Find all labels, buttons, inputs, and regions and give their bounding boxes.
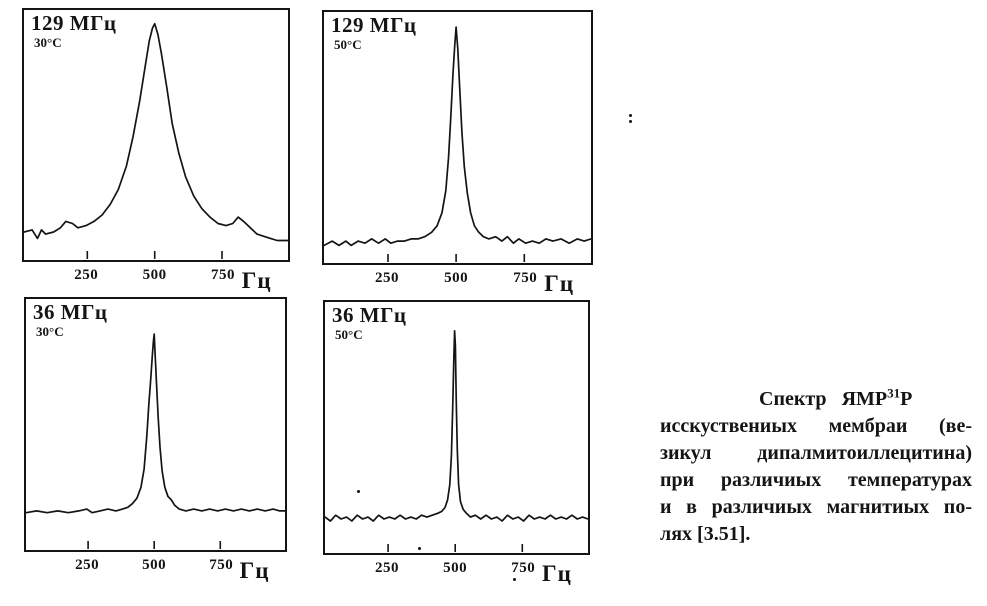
spectrum-panel-36mhz-50c: 36 МГц 50°C — [323, 300, 590, 555]
x-axis-36mhz-30c: 250 500 750 Гц — [24, 554, 287, 584]
scan-speck — [629, 114, 632, 117]
caption-line-5: и в различиых магнитиых по- — [660, 496, 972, 518]
nmr-trace-line — [26, 333, 285, 514]
x-axis-unit-label: Гц — [239, 558, 270, 583]
nmr-spectrum-trace — [325, 330, 588, 552]
temperature-label: 30°C — [34, 35, 62, 50]
panel-labels: 36 МГц 50°C — [332, 303, 407, 343]
caption-superscript-31: 31 — [887, 385, 901, 401]
caption-word-p: Р — [900, 388, 913, 410]
x-axis-unit-label: Гц — [241, 268, 272, 293]
scan-speck — [418, 547, 421, 550]
x-axis-129mhz-30c: 250 500 750 Гц — [22, 264, 290, 294]
caption-line-3: зикул дипалмитоиллецитина) — [660, 442, 972, 464]
nmr-spectrum-trace — [324, 26, 591, 262]
nmr-spectrum-trace — [26, 333, 285, 549]
caption-word-yamr: ЯМР — [841, 388, 888, 410]
x-tick-label: 500 — [142, 557, 167, 573]
x-tick-label: 750 — [511, 560, 536, 576]
x-tick-label: 750 — [209, 557, 234, 573]
x-tick-label: 250 — [374, 270, 399, 286]
x-axis-unit-label: Гц — [541, 561, 572, 586]
figure-caption: Спектр ЯМР31Р исскуствениых мембраи (ве- … — [660, 386, 972, 548]
frequency-label: 129 МГц — [31, 11, 117, 35]
nmr-trace-line — [325, 330, 588, 522]
x-tick-label: 750 — [211, 267, 235, 283]
x-tick-label: 500 — [443, 560, 468, 576]
nmr-spectrum-trace — [24, 22, 288, 259]
temperature-label: 50°C — [335, 327, 363, 342]
x-tick-label: 500 — [142, 267, 167, 283]
temperature-label: 50°C — [334, 37, 362, 52]
spectrum-panel-129mhz-30c: 129 МГц 30°C — [22, 8, 290, 262]
caption-word-spektr: Спектр — [759, 388, 827, 410]
nmr-trace-line — [24, 22, 288, 242]
x-tick-label: 500 — [444, 270, 469, 286]
nmr-trace-line — [324, 26, 591, 247]
temperature-label: 30°C — [36, 324, 64, 339]
panel-labels: 36 МГц 30°C — [33, 300, 108, 340]
x-axis-unit-label: Гц — [544, 271, 575, 296]
panel-labels: 129 МГц 50°C — [331, 13, 417, 53]
frequency-label: 129 МГц — [331, 13, 417, 37]
caption-line-1: Спектр ЯМР31Р — [660, 386, 972, 413]
frequency-label: 36 МГц — [332, 303, 407, 327]
x-tick-label: 250 — [75, 557, 100, 573]
x-tick-label: 250 — [74, 267, 99, 283]
x-axis-36mhz-50c: 250 500 750 Гц — [323, 557, 590, 587]
x-axis-129mhz-50c: 250 500 750 Гц — [322, 267, 593, 297]
x-tick-label: 750 — [513, 270, 538, 286]
caption-line-6: лях [3.51]. — [660, 523, 751, 545]
scan-speck — [513, 578, 516, 581]
x-tick-label: 250 — [375, 560, 400, 576]
panel-labels: 129 МГц 30°C — [31, 11, 117, 51]
spectrum-panel-129mhz-50c: 129 МГц 50°C — [322, 10, 593, 265]
scan-speck — [629, 120, 632, 123]
scan-speck — [357, 490, 360, 493]
frequency-label: 36 МГц — [33, 300, 108, 324]
caption-line-2: исскуствениых мембраи (ве- — [660, 415, 972, 437]
spectrum-panel-36mhz-30c: 36 МГц 30°C — [24, 297, 287, 552]
caption-line-4: при различиых температурах — [660, 469, 972, 491]
